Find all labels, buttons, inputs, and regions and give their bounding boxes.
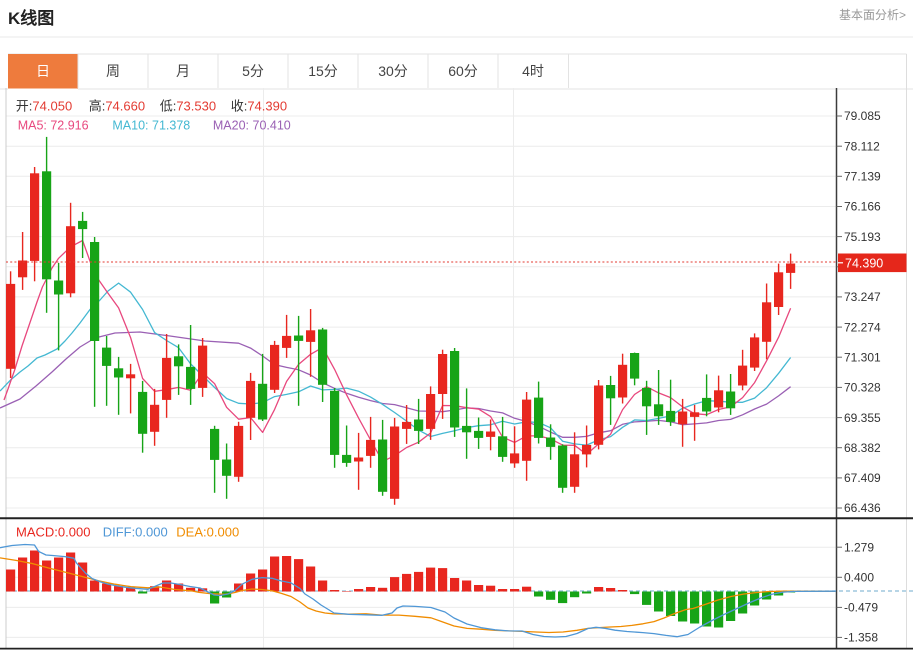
svg-text:周: 周 xyxy=(106,63,120,79)
svg-text:5分: 5分 xyxy=(242,63,264,79)
svg-text:基本面分析>: 基本面分析> xyxy=(839,8,906,22)
svg-text:K线图: K线图 xyxy=(8,8,54,28)
svg-text:日: 日 xyxy=(36,63,50,79)
svg-text:69.355: 69.355 xyxy=(844,411,881,425)
svg-text:30分: 30分 xyxy=(378,63,408,79)
svg-text:76.166: 76.166 xyxy=(844,200,881,214)
svg-text:60分: 60分 xyxy=(448,63,478,79)
svg-text:78.112: 78.112 xyxy=(844,139,880,153)
svg-text:70.328: 70.328 xyxy=(844,381,881,395)
svg-text:74.390: 74.390 xyxy=(845,256,883,270)
svg-text:月: 月 xyxy=(176,63,190,79)
svg-text:73.247: 73.247 xyxy=(844,290,881,304)
svg-text:0.400: 0.400 xyxy=(844,571,874,585)
svg-text:4时: 4时 xyxy=(522,63,544,79)
svg-text:15分: 15分 xyxy=(308,63,338,79)
svg-text:1.279: 1.279 xyxy=(844,540,874,554)
svg-text:72.274: 72.274 xyxy=(844,320,881,334)
svg-text:75.193: 75.193 xyxy=(844,230,881,244)
svg-text:77.139: 77.139 xyxy=(844,170,881,184)
svg-text:-0.479: -0.479 xyxy=(844,601,878,615)
svg-text:67.409: 67.409 xyxy=(844,471,881,485)
svg-text:71.301: 71.301 xyxy=(844,350,881,364)
svg-text:66.436: 66.436 xyxy=(844,501,881,515)
svg-text:68.382: 68.382 xyxy=(844,441,881,455)
svg-text:-1.358: -1.358 xyxy=(844,631,878,645)
svg-text:79.085: 79.085 xyxy=(844,109,881,123)
